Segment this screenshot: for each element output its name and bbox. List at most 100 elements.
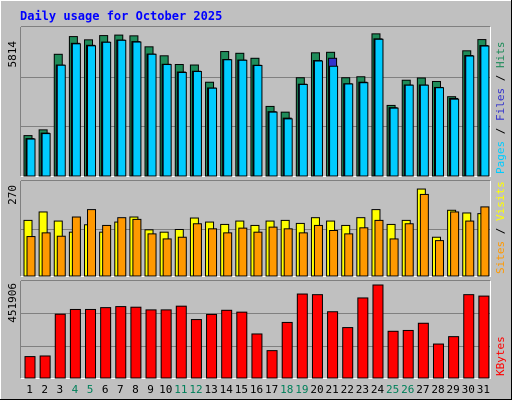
bar-pages-day-16 [253, 65, 263, 177]
x-tick-label-day-15: 15 [235, 383, 248, 396]
bar-pages-day-25 [389, 107, 399, 177]
bar-pages-day-9 [147, 53, 157, 177]
bar-sites-day-11 [177, 236, 187, 277]
bar-pages-day-8 [132, 41, 142, 177]
bar-pages-day-22 [344, 83, 354, 177]
bar-sites-day-28 [434, 240, 444, 277]
graph-title: Daily usage for October 2025 [20, 9, 222, 23]
bar-sites-day-27 [419, 193, 429, 277]
bar-pages-day-3 [56, 64, 66, 177]
x-tick-label-day-16: 16 [250, 383, 263, 396]
bar-sites-day-13 [208, 228, 218, 277]
bar-kbytes-day-29 [448, 336, 460, 379]
bar-pages-day-26 [404, 84, 414, 177]
bar-kbytes-day-13 [206, 313, 218, 379]
bar-sites-day-10 [162, 238, 172, 277]
x-tick-label-day-9: 9 [147, 383, 154, 396]
bar-kbytes-day-8 [130, 306, 142, 379]
legend-files: Files [494, 88, 507, 121]
bar-kbytes-day-26 [402, 329, 414, 379]
panel-2 [20, 180, 491, 277]
panel-1 [20, 26, 491, 177]
x-tick-label-day-3: 3 [57, 383, 64, 396]
bar-pages-day-10 [162, 64, 172, 177]
bar-kbytes-day-2 [39, 355, 51, 379]
bar-kbytes-day-23 [357, 297, 369, 379]
x-tick-label-day-19: 19 [295, 383, 308, 396]
bar-kbytes-day-19 [296, 293, 308, 379]
x-tick-label-day-12: 12 [189, 383, 202, 396]
bar-pages-day-2 [41, 133, 51, 177]
x-tick-label-day-24: 24 [371, 383, 385, 396]
bar-sites-day-9 [147, 233, 157, 277]
x-tick-label-day-13: 13 [204, 383, 217, 396]
bar-pages-day-28 [434, 87, 444, 177]
bar-kbytes-day-30 [463, 294, 475, 379]
x-tick-label-day-18: 18 [280, 383, 293, 396]
bar-pages-day-11 [177, 71, 187, 177]
bar-sites-day-17 [268, 226, 278, 277]
bar-pages-day-23 [359, 82, 369, 177]
bar-sites-day-29 [450, 211, 460, 277]
bar-sites-day-25 [389, 238, 399, 277]
x-tick-label-day-26: 26 [401, 383, 414, 396]
x-tick-label-day-7: 7 [117, 383, 124, 396]
bar-sites-day-19 [298, 232, 308, 277]
x-tick-label-day-17: 17 [265, 383, 278, 396]
x-tick-label-day-20: 20 [310, 383, 323, 396]
legend-sites-visits: Sites / Visits [494, 181, 507, 274]
bar-pages-day-12 [192, 71, 202, 177]
x-tick-label-day-31: 31 [477, 383, 490, 396]
bar-sites-day-14 [223, 232, 233, 277]
bar-pages-day-24 [374, 38, 384, 177]
bar-kbytes-day-7 [115, 306, 127, 379]
bar-kbytes-day-10 [160, 309, 172, 379]
axis-max-label-hits: 5814 [6, 41, 19, 68]
bar-pages-day-14 [223, 59, 233, 177]
x-tick-label-day-8: 8 [132, 383, 139, 396]
axis-max-label-kbytes: 451906 [6, 283, 19, 323]
bar-kbytes-day-20 [311, 294, 323, 379]
bar-pages-day-21 [329, 65, 339, 177]
bar-kbytes-day-11 [175, 305, 187, 379]
x-tick-label-day-23: 23 [356, 383, 369, 396]
bar-pages-day-29 [450, 98, 460, 177]
bar-sites-day-8 [132, 218, 142, 277]
x-tick-label-day-30: 30 [462, 383, 475, 396]
bar-pages-day-13 [208, 87, 218, 177]
bar-sites-day-5 [87, 209, 97, 277]
bar-pages-day-17 [268, 111, 278, 177]
x-tick-label-day-28: 28 [431, 383, 444, 396]
bar-pages-day-5 [87, 45, 97, 177]
bar-pages-day-30 [465, 55, 475, 177]
bar-kbytes-day-21 [327, 311, 339, 379]
x-tick-label-day-10: 10 [159, 383, 172, 396]
bar-sites-day-21 [329, 230, 339, 277]
bar-kbytes-day-4 [69, 308, 81, 379]
bar-kbytes-day-16 [251, 333, 263, 379]
legend-visits: Visits [494, 181, 507, 221]
bar-pages-day-20 [313, 60, 323, 177]
bar-pages-day-6 [102, 41, 112, 177]
legend-hits: Hits [494, 42, 507, 69]
bar-pages-day-19 [298, 83, 308, 177]
x-tick-label-day-27: 27 [416, 383, 429, 396]
x-tick-label-day-5: 5 [87, 383, 94, 396]
bar-sites-day-30 [465, 220, 475, 277]
x-tick-label-day-6: 6 [102, 383, 109, 396]
legend-kbytes: KBytes [494, 336, 507, 376]
panel-3 [20, 280, 491, 379]
bar-sites-day-1 [26, 236, 36, 277]
bar-sites-day-16 [253, 231, 263, 277]
bar-kbytes-day-24 [372, 284, 384, 379]
x-tick-label-day-11: 11 [174, 383, 187, 396]
bar-kbytes-day-1 [24, 356, 36, 379]
legend-pages: Pages [494, 141, 507, 174]
bar-sites-day-4 [71, 216, 81, 277]
x-tick-label-day-29: 29 [447, 383, 460, 396]
x-tick-label-day-25: 25 [386, 383, 399, 396]
bar-pages-day-15 [238, 59, 248, 177]
bar-kbytes-day-15 [236, 311, 248, 379]
bar-kbytes-day-3 [54, 313, 66, 379]
